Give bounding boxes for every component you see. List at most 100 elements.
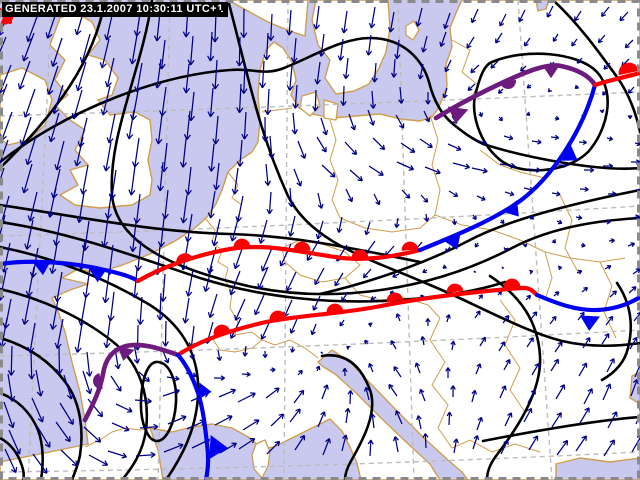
wind-arrow	[318, 33, 325, 57]
wind-arrow	[292, 84, 299, 109]
isobar-line	[485, 274, 542, 480]
wind-arrow	[314, 267, 325, 286]
wind-arrow	[207, 87, 215, 118]
wind-arrow	[450, 385, 456, 398]
wind-arrow	[107, 450, 128, 459]
wind-arrow	[231, 167, 239, 195]
isobar-line	[0, 336, 83, 480]
wind-arrow	[229, 270, 241, 296]
wind-arrow	[581, 286, 589, 293]
wind-arrow	[500, 439, 509, 455]
wind-arrow	[28, 350, 36, 380]
wind-arrow	[578, 139, 587, 146]
wind-arrow	[574, 84, 580, 90]
wind-arrow	[472, 435, 480, 450]
wind-arrow	[606, 136, 614, 142]
wind-arrow	[551, 412, 562, 428]
country-border	[451, 439, 541, 453]
wind-arrow	[364, 221, 371, 236]
wind-arrow	[425, 92, 431, 105]
wind-arrow	[549, 315, 557, 325]
wind-arrow	[368, 322, 373, 328]
wind-arrow	[286, 9, 293, 36]
wind-arrow	[263, 32, 271, 61]
wind-arrow	[48, 112, 60, 143]
wind-arrow	[270, 413, 285, 427]
wind-arrow	[578, 362, 588, 377]
wind-arrow	[498, 341, 506, 352]
wind-arrow	[476, 195, 486, 201]
wind-arrow	[111, 422, 130, 432]
wind-arrow	[317, 411, 326, 428]
wind-arrow	[609, 290, 618, 298]
wind-arrow	[348, 113, 357, 131]
wind-arrow	[502, 315, 510, 324]
warm-front-semicircle	[618, 62, 640, 76]
wind-arrow	[288, 187, 295, 208]
wind-arrow	[599, 109, 605, 114]
wind-arrow	[421, 35, 428, 53]
wind-arrow	[32, 453, 48, 474]
wind-arrow	[576, 269, 583, 275]
wind-arrow	[368, 165, 384, 176]
wind-arrow	[450, 340, 456, 351]
wind-arrow	[49, 243, 58, 275]
wind-arrow	[234, 298, 246, 321]
graticule-line	[283, 0, 289, 480]
wind-arrow	[627, 114, 633, 120]
wind-arrow	[474, 242, 480, 248]
country-border	[434, 214, 626, 263]
wind-arrow	[390, 58, 398, 78]
wind-arrow	[419, 138, 433, 149]
wind-arrow	[631, 214, 640, 220]
wind-arrow	[54, 318, 64, 349]
graticule-line	[0, 329, 640, 357]
wind-arrow	[627, 242, 636, 248]
wind-arrow	[258, 219, 268, 244]
wind-arrow	[349, 169, 363, 182]
wind-arrow	[286, 65, 294, 91]
wind-arrow	[574, 10, 582, 22]
wind-arrow	[424, 213, 430, 222]
wind-arrow	[603, 439, 615, 457]
wind-arrow	[390, 340, 397, 350]
wind-arrow	[3, 401, 15, 429]
wind-arrow	[314, 61, 321, 85]
isobar-line	[0, 287, 149, 480]
wind-arrow	[211, 218, 221, 247]
wind-arrow	[424, 166, 441, 175]
wind-arrow	[373, 193, 381, 206]
wind-arrow	[527, 389, 536, 404]
wind-arrow	[445, 367, 451, 378]
island-polygon	[251, 439, 271, 479]
wind-arrow	[478, 294, 484, 300]
wind-arrow	[579, 407, 590, 424]
warm-front-semicircle	[293, 241, 311, 251]
graticule-line	[27, 0, 53, 480]
wind-arrow	[264, 88, 272, 116]
wind-arrow	[387, 11, 395, 33]
wind-arrow	[183, 110, 191, 140]
weather-fronts	[0, 6, 640, 480]
wind-arrow	[54, 140, 65, 171]
wind-arrow	[79, 33, 91, 64]
wind-arrow	[238, 437, 256, 450]
wind-arrow	[4, 448, 18, 474]
wind-arrow	[388, 383, 398, 397]
wind-arrow	[0, 167, 5, 183]
wind-arrow	[128, 165, 136, 196]
wind-arrow	[265, 387, 280, 399]
wind-arrow	[601, 333, 610, 345]
wind-arrow	[237, 392, 256, 403]
wind-arrow	[368, 6, 376, 29]
wind-arrow	[25, 135, 37, 166]
wind-arrow	[60, 449, 78, 467]
wind-arrow	[547, 88, 553, 93]
wind-arrow	[155, 114, 163, 145]
wind-arrow	[472, 214, 477, 220]
wind-arrow	[88, 454, 109, 466]
wind-arrow	[392, 273, 400, 279]
isobar-line	[481, 415, 640, 443]
